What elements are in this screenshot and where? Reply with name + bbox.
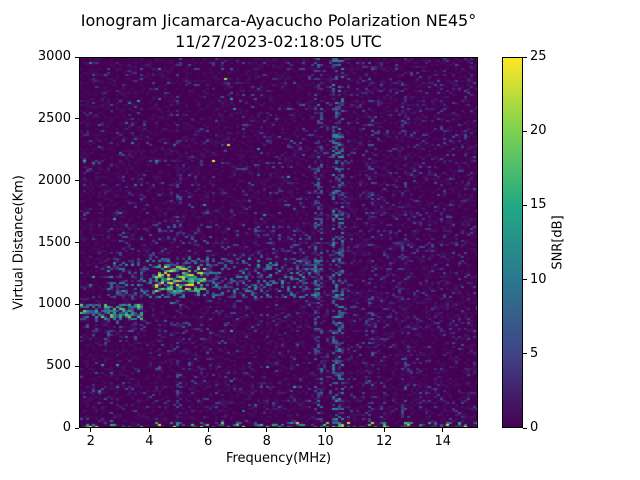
colorbar-tick	[523, 427, 527, 429]
colorbar	[502, 57, 523, 428]
figure-title-line1: Ionogram Jicamarca-Ayacucho Polarization…	[80, 11, 477, 30]
y-tick	[75, 303, 79, 305]
y-tick-label: 1000	[37, 296, 71, 312]
x-tick-label: 14	[434, 434, 452, 449]
x-tick-label: 2	[86, 434, 95, 449]
colorbar-tick-label: 15	[530, 197, 547, 213]
y-tick-label: 2500	[37, 110, 71, 126]
y-tick-label: 0	[62, 420, 71, 435]
x-tick	[207, 428, 209, 432]
y-tick	[75, 242, 79, 243]
x-axis-label: Frequency(MHz)	[225, 451, 332, 466]
colorbar-gradient	[503, 58, 522, 427]
y-tick-label: 1500	[37, 234, 71, 250]
colorbar-tick	[523, 353, 527, 355]
y-tick	[75, 365, 79, 367]
plot-area	[79, 57, 478, 428]
x-tick	[90, 428, 92, 432]
y-tick-label: 3000	[37, 49, 71, 64]
x-tick	[266, 428, 268, 432]
x-tick-label: 8	[262, 434, 271, 449]
colorbar-tick-label: 10	[530, 271, 547, 287]
title-block: Ionogram Jicamarca-Ayacucho Polarization…	[79, 10, 478, 52]
y-tick	[75, 118, 79, 120]
colorbar-label: SNR[dB]	[550, 215, 566, 270]
colorbar-tick-label: 25	[530, 49, 547, 64]
y-tick	[75, 56, 79, 58]
x-tick-label: 10	[317, 434, 334, 449]
figure-title-line2: 11/27/2023-02:18:05 UTC	[175, 32, 382, 51]
colorbar-tick-label: 0	[530, 420, 539, 435]
colorbar-tick	[523, 130, 527, 132]
colorbar-tick-label: 20	[530, 123, 547, 139]
x-tick-label: 6	[203, 434, 213, 449]
colorbar-tick	[523, 56, 527, 58]
x-tick-label: 12	[375, 434, 393, 449]
y-tick-label: 2000	[37, 172, 71, 188]
x-tick	[324, 428, 326, 432]
colorbar-tick-label: 5	[530, 345, 539, 361]
x-tick	[148, 428, 150, 432]
x-tick	[383, 428, 385, 432]
colorbar-tick	[523, 279, 527, 281]
x-tick	[442, 428, 444, 432]
y-tick-label: 500	[46, 358, 71, 374]
colorbar-tick	[523, 204, 527, 206]
x-tick-label: 4	[145, 434, 154, 449]
y-tick	[75, 180, 79, 182]
y-tick	[75, 427, 79, 429]
ionogram-heatmap-canvas	[80, 58, 477, 427]
